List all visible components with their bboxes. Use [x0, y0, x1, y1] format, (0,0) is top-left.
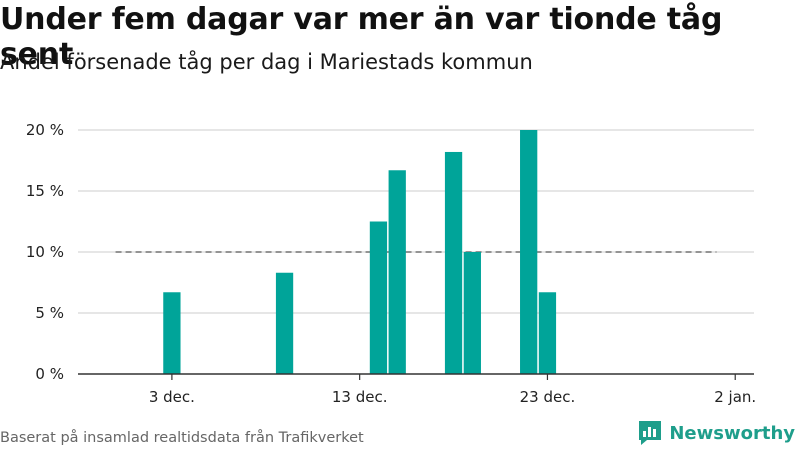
- y-tick-label: 5 %: [35, 304, 64, 322]
- newsworthy-icon: [639, 421, 662, 445]
- chart-subtitle: Andel försenade tåg per dag i Mariestads…: [0, 50, 533, 74]
- x-axis: 3 dec. 13 dec. 23 dec. 2 jan.: [78, 373, 756, 406]
- y-tick-label: 15 %: [26, 182, 64, 200]
- x-tick-label: 13 dec.: [332, 388, 388, 406]
- bar: [388, 170, 406, 374]
- bar: [444, 151, 463, 374]
- y-tick-label: 0 %: [35, 365, 64, 383]
- gridlines: [78, 129, 754, 314]
- bar: [275, 272, 294, 374]
- brand-name: Newsworthy: [669, 422, 795, 444]
- source-note: Baserat på insamlad realtidsdata från Tr…: [0, 430, 364, 446]
- bar: [520, 130, 538, 374]
- chart-title: Under fem dagar var mer än var tionde tå…: [0, 2, 723, 72]
- x-tick-label: 3 dec.: [149, 388, 195, 406]
- brand-logo: Newsworthy: [637, 420, 795, 446]
- bar: [463, 252, 481, 374]
- bar: [538, 292, 557, 374]
- bars: [163, 130, 557, 374]
- x-tick-label: 23 dec.: [520, 388, 576, 406]
- y-tick-label: 10 %: [26, 243, 64, 261]
- x-tick-label: 2 jan.: [714, 388, 756, 406]
- bar: [163, 292, 181, 374]
- bar: [369, 221, 388, 374]
- y-axis-labels: 0 % 5 % 10 % 15 % 20 %: [26, 121, 64, 383]
- y-tick-label: 20 %: [26, 121, 64, 139]
